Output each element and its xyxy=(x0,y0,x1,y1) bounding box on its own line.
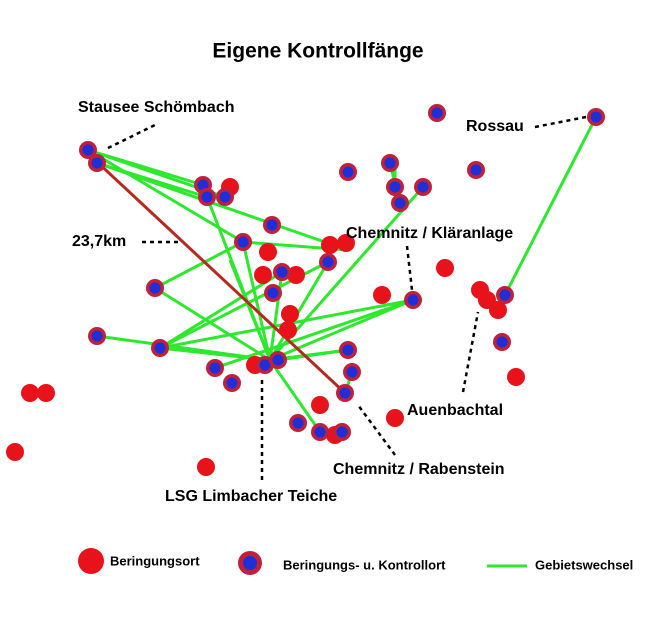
control-site-inner xyxy=(91,330,103,342)
connection xyxy=(277,348,349,362)
leader xyxy=(534,115,587,129)
connection xyxy=(154,286,271,362)
control-site-inner xyxy=(149,282,161,294)
control-site-inner xyxy=(237,236,249,248)
ringing-site xyxy=(279,321,297,339)
control-site-inner xyxy=(342,344,354,356)
connection xyxy=(503,116,598,296)
control-site-inner xyxy=(417,181,429,193)
legend-blue-inner xyxy=(243,556,257,570)
control-site-inner xyxy=(292,417,304,429)
title: Eigene Kontrollfänge xyxy=(212,40,423,63)
connection xyxy=(154,240,244,290)
ringing-site xyxy=(37,384,55,402)
legend-label: Beringungsort xyxy=(110,553,200,568)
ringing-site xyxy=(386,409,404,427)
connection xyxy=(214,298,414,370)
ringing-site xyxy=(321,236,339,254)
label: Stausee Schömbach xyxy=(78,99,235,116)
ringing-site xyxy=(373,286,391,304)
ringing-site xyxy=(489,301,507,319)
leader xyxy=(461,311,480,393)
control-site-inner xyxy=(154,342,166,354)
control-site-inner xyxy=(276,266,288,278)
control-site-inner xyxy=(407,294,419,306)
label: Auenbachtal xyxy=(407,402,503,419)
label: LSG Limbacher Teiche xyxy=(165,488,337,505)
connection xyxy=(268,261,330,361)
connection xyxy=(241,241,272,361)
legend-label: Gebietswechsel xyxy=(535,557,633,572)
control-site-inner xyxy=(197,179,209,191)
connection xyxy=(268,359,322,433)
label: Chemnitz / Rabenstein xyxy=(333,461,505,478)
ringing-site xyxy=(6,443,24,461)
ringing-site xyxy=(436,259,454,277)
control-site-inner xyxy=(389,181,401,193)
control-site-inner xyxy=(209,362,221,374)
label: 23,7km xyxy=(72,233,126,250)
distance-line xyxy=(93,158,347,395)
ringing-site xyxy=(507,368,525,386)
sites xyxy=(6,104,605,476)
connection xyxy=(159,270,283,350)
connection xyxy=(228,259,272,361)
control-site-inner xyxy=(339,387,351,399)
control-site-inner xyxy=(314,426,326,438)
ringing-site xyxy=(21,384,39,402)
control-site-inner xyxy=(346,366,358,378)
connection xyxy=(269,298,414,362)
ringing-site xyxy=(259,243,277,261)
legend-label: Beringungs- u. Kontrollort xyxy=(283,557,446,572)
leader xyxy=(107,123,156,150)
label: Chemnitz / Kläranlage xyxy=(346,225,513,242)
connection xyxy=(96,161,349,252)
control-site-inner xyxy=(91,157,103,169)
control-site-inner xyxy=(431,107,443,119)
leader xyxy=(356,404,397,456)
legend-red xyxy=(78,548,104,574)
ringing-site xyxy=(197,458,215,476)
control-site-inner xyxy=(496,336,508,348)
leader xyxy=(405,245,414,291)
control-site-inner xyxy=(259,359,271,371)
control-site-inner xyxy=(590,111,602,123)
ringing-site xyxy=(254,266,272,284)
ringing-site xyxy=(281,305,299,323)
control-site-inner xyxy=(219,191,231,203)
control-site-inner xyxy=(322,256,334,268)
control-site-inner xyxy=(266,219,278,231)
ringing-site xyxy=(337,234,355,252)
ringing-site xyxy=(287,266,305,284)
label: Rossau xyxy=(466,118,524,135)
ringing-site xyxy=(311,396,329,414)
control-site-inner xyxy=(394,197,406,209)
control-site-inner xyxy=(499,289,511,301)
control-site-inner xyxy=(384,157,396,169)
control-site-inner xyxy=(272,354,284,366)
control-site-inner xyxy=(470,164,482,176)
control-site-inner xyxy=(267,287,279,299)
control-site-inner xyxy=(342,166,354,178)
control-site-inner xyxy=(201,191,213,203)
control-site-inner xyxy=(226,377,238,389)
control-site-inner xyxy=(82,144,94,156)
control-site-inner xyxy=(336,426,348,438)
